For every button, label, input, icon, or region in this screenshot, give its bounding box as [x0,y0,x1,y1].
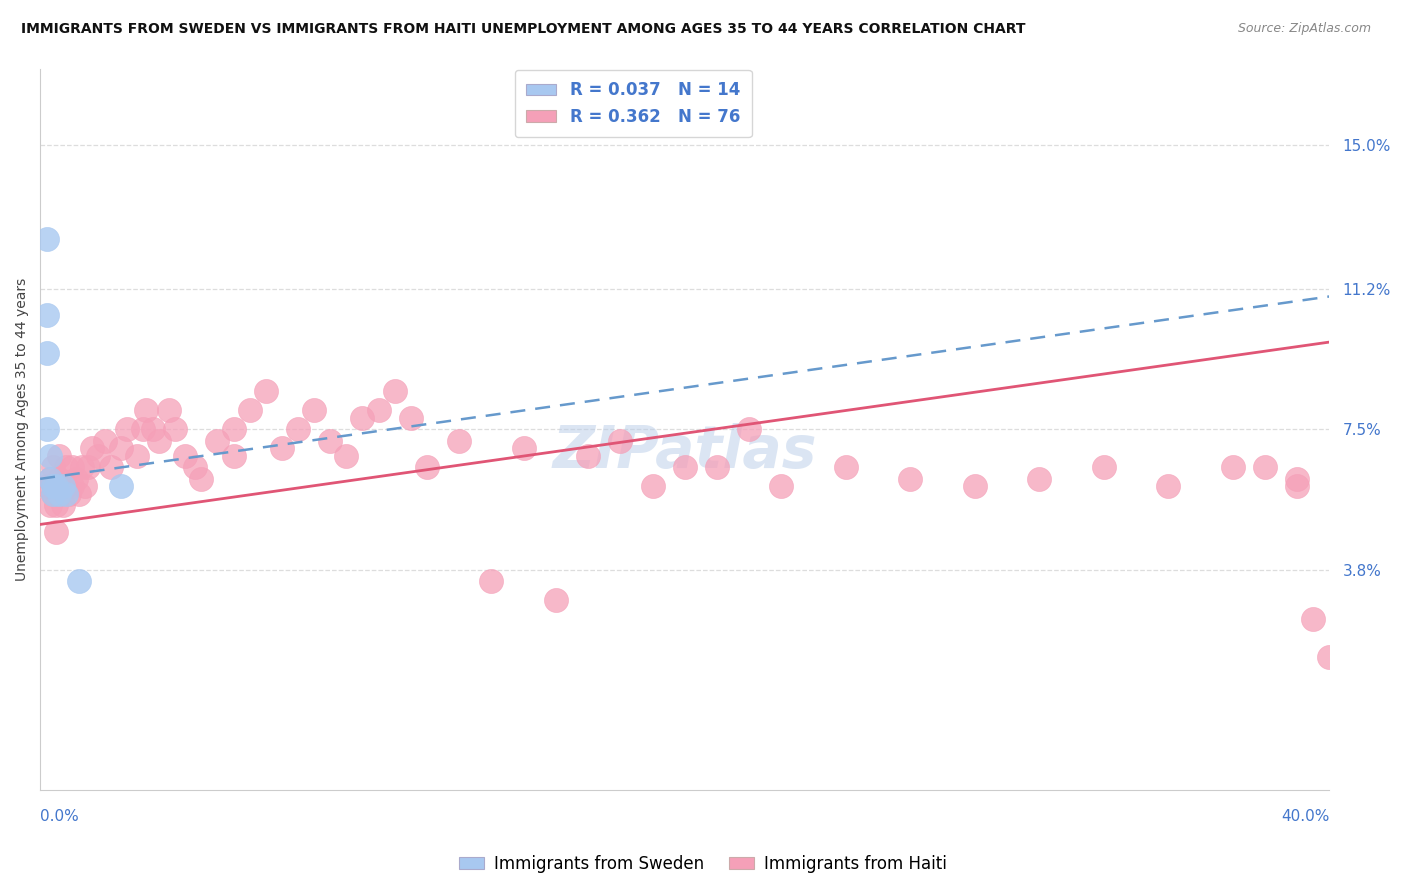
Text: Source: ZipAtlas.com: Source: ZipAtlas.com [1237,22,1371,36]
Point [35,309,58,323]
Point [38,472,60,486]
Point [42,479,65,493]
Point [52,499,75,513]
Point [55,479,77,493]
Point [132,422,155,436]
Point [60,460,83,475]
Point [42,487,65,501]
Point [110,479,132,493]
Point [1286,472,1309,486]
Point [319,434,342,448]
Point [352,411,374,425]
Point [174,449,197,463]
Point [52,479,75,493]
Point [222,449,245,463]
Point [544,593,567,607]
Point [479,574,502,589]
Point [302,403,325,417]
Point [67,487,90,501]
Point [93,434,115,448]
Text: IMMIGRANTS FROM SWEDEN VS IMMIGRANTS FROM HAITI UNEMPLOYMENT AMONG AGES 35 TO 44: IMMIGRANTS FROM SWEDEN VS IMMIGRANTS FRO… [21,22,1025,37]
Point [900,472,922,486]
Point [399,411,422,425]
Text: 40.0%: 40.0% [1281,809,1330,824]
Point [35,422,58,436]
Point [35,479,58,493]
Point [384,384,406,399]
Y-axis label: Unemployment Among Ages 35 to 44 years: Unemployment Among Ages 35 to 44 years [15,277,30,581]
Point [254,384,277,399]
Point [58,487,80,501]
Point [67,574,90,589]
Point [190,472,212,486]
Point [222,422,245,436]
Point [1092,460,1115,475]
Point [70,460,93,475]
Point [60,479,83,493]
Point [115,422,138,436]
Point [207,434,229,448]
Point [148,434,170,448]
Point [55,460,77,475]
Point [1222,460,1244,475]
Point [65,472,87,486]
Point [42,487,65,501]
Legend: R = 0.037   N = 14, R = 0.362   N = 76: R = 0.037 N = 14, R = 0.362 N = 76 [515,70,752,137]
Point [48,449,70,463]
Point [110,442,132,456]
Point [52,479,75,493]
Point [835,460,858,475]
Point [738,422,761,436]
Point [184,460,207,475]
Point [239,403,262,417]
Point [157,403,180,417]
Point [335,449,357,463]
Point [416,460,439,475]
Point [45,479,67,493]
Point [45,499,67,513]
Point [449,434,471,448]
Point [287,422,309,436]
Point [1319,650,1341,665]
Point [576,449,599,463]
Point [1028,472,1050,486]
Point [367,403,389,417]
Point [512,442,534,456]
Point [609,434,631,448]
Point [80,442,103,456]
Point [45,479,67,493]
Point [142,422,165,436]
Point [77,460,100,475]
Text: 0.0%: 0.0% [41,809,79,824]
Point [42,460,65,475]
Point [38,449,60,463]
Point [1286,479,1309,493]
Point [963,479,986,493]
Point [38,472,60,486]
Point [45,524,67,539]
Point [48,487,70,501]
Point [125,449,148,463]
Point [75,479,97,493]
Point [35,232,58,246]
Legend: Immigrants from Sweden, Immigrants from Haiti: Immigrants from Sweden, Immigrants from … [453,848,953,880]
Point [48,472,70,486]
Point [1302,612,1324,626]
Point [641,479,664,493]
Point [135,403,157,417]
Point [770,479,793,493]
Point [1254,460,1277,475]
Point [100,460,122,475]
Point [165,422,187,436]
Point [87,449,110,463]
Point [35,346,58,360]
Point [270,442,292,456]
Point [38,499,60,513]
Point [673,460,696,475]
Point [1157,479,1180,493]
Point [706,460,728,475]
Point [55,487,77,501]
Text: ZIPatlas: ZIPatlas [553,423,817,480]
